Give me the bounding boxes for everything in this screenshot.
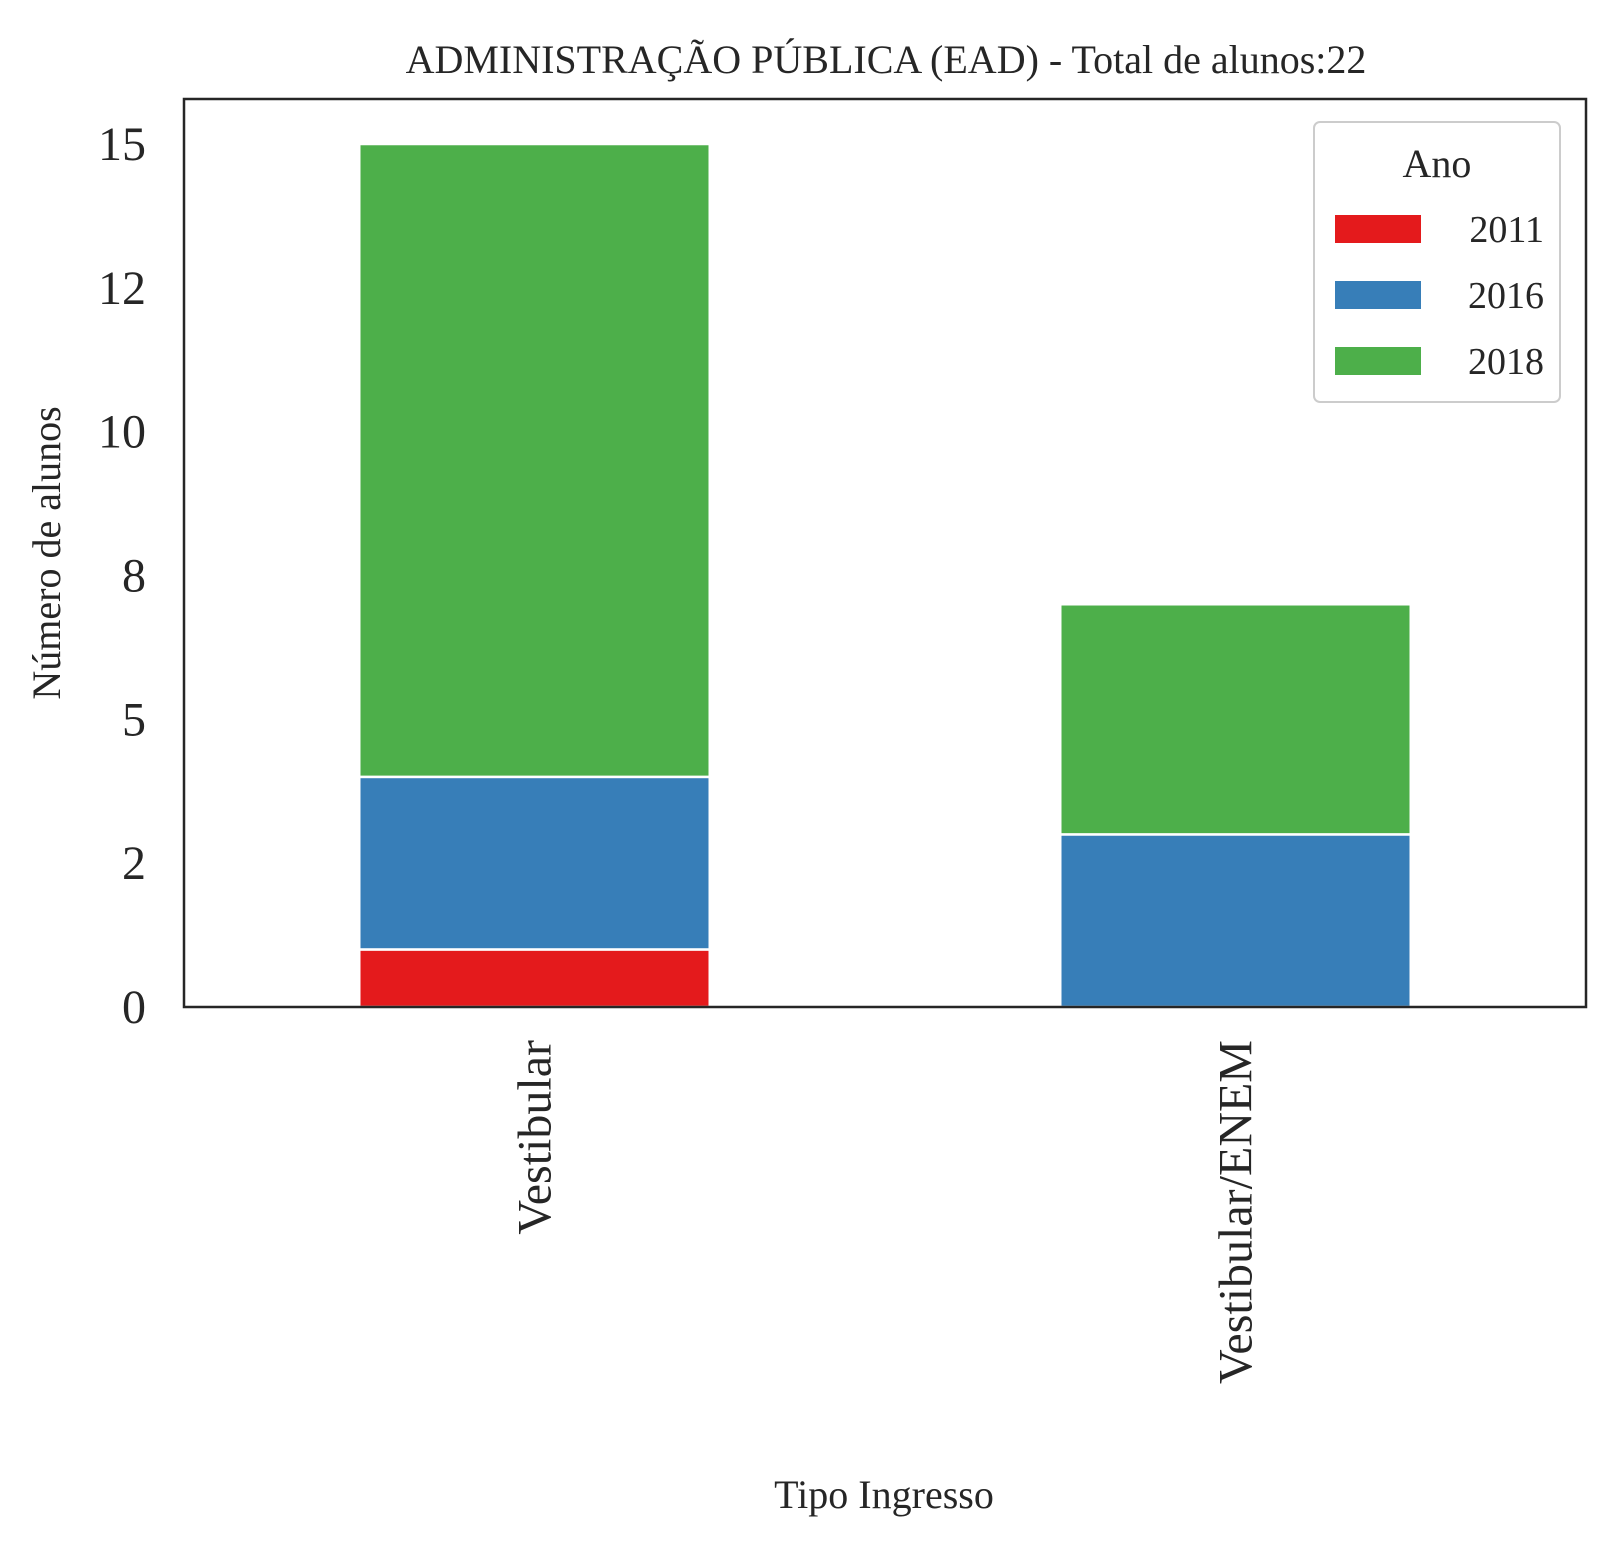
legend-swatch-2016 [1335, 281, 1421, 309]
y-axis-label: Número de alunos [24, 406, 69, 699]
x-axis-ticks: Vestibular Vestibular/ENEM [509, 1040, 1263, 1384]
bar-vestibular-2016 [358, 775, 711, 951]
x-tick-label: Vestibular/ENEM [1210, 1040, 1263, 1384]
legend-label-2016: 2016 [1468, 275, 1544, 317]
legend-items: 2011 2016 2018 [1335, 209, 1544, 383]
bar-vestibular-enem-2016 [1059, 833, 1412, 1009]
legend-swatch-2011 [1335, 215, 1421, 243]
bar-vestibular-2018 [358, 142, 711, 779]
x-tick-label: Vestibular [509, 1040, 562, 1235]
legend-label-2011: 2011 [1469, 209, 1544, 251]
legend-frame [1313, 121, 1561, 403]
legend-title: Ano [1403, 141, 1472, 186]
y-axis-ticks: 0 2 5 8 10 12 15 [98, 118, 146, 1034]
bars-group [358, 142, 1412, 1009]
legend-label-2018: 2018 [1468, 341, 1544, 383]
x-axis-label: Tipo Ingresso [774, 1472, 994, 1517]
y-tick-label: 15 [98, 118, 146, 171]
bar-vestibular-enem-2018 [1059, 603, 1412, 836]
y-tick-label: 2 [122, 837, 146, 890]
bar-vestibular-2011 [358, 948, 711, 1009]
legend: Ano 2011 2016 2018 [1313, 121, 1561, 403]
y-tick-label: 0 [122, 981, 146, 1034]
y-tick-label: 10 [98, 406, 146, 459]
y-tick-label: 12 [98, 262, 146, 315]
plot-frame [182, 97, 1588, 1009]
legend-swatch-2018 [1335, 347, 1421, 375]
y-tick-label: 8 [122, 550, 146, 603]
chart-title: ADMINISTRAÇÃO PÚBLICA (EAD) - Total de a… [406, 37, 1367, 82]
y-tick-label: 5 [122, 693, 146, 746]
